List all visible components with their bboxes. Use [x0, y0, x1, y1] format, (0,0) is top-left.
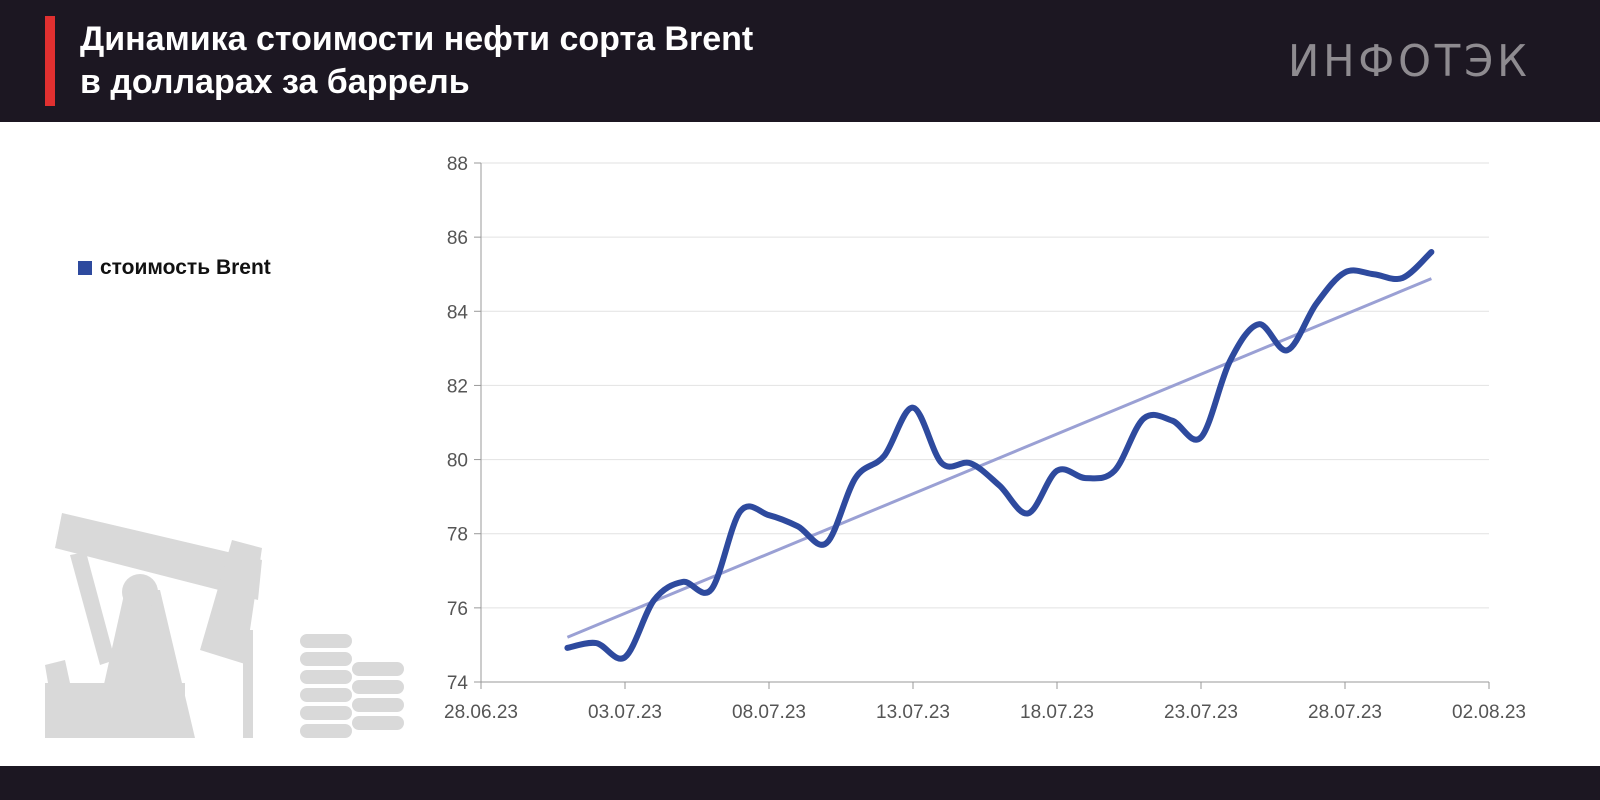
legend-label: стоимость Brent [100, 256, 271, 279]
y-tick-label: 76 [447, 599, 468, 620]
x-tick-label: 03.07.23 [588, 702, 662, 723]
x-tick-label: 28.06.23 [444, 702, 518, 723]
legend-swatch [78, 261, 92, 275]
header: Динамика стоимости нефти сорта Brent в д… [0, 0, 1600, 122]
x-tick-label: 23.07.23 [1164, 702, 1238, 723]
y-tick-label: 84 [447, 302, 469, 323]
x-tick-label: 08.07.23 [732, 702, 806, 723]
y-tick-label: 82 [447, 376, 468, 397]
y-tick-label: 78 [447, 525, 468, 546]
title-line-2: в долларах за баррель [80, 63, 470, 101]
x-tick-label: 13.07.23 [876, 702, 950, 723]
logo: ИНФОТЭК [1288, 36, 1531, 87]
x-tick-label: 28.07.23 [1308, 702, 1382, 723]
series-line-brent [564, 248, 1435, 662]
page-title: Динамика стоимости нефти сорта Brent в д… [80, 18, 753, 104]
y-tick-label: 88 [447, 154, 468, 175]
y-tick-label: 74 [447, 673, 469, 694]
trendline [566, 277, 1432, 639]
y-tick-label: 86 [447, 228, 468, 249]
y-tick-label: 80 [447, 451, 468, 472]
accent-bar [45, 16, 55, 106]
coins-icon [300, 634, 404, 738]
footer-bar [0, 766, 1600, 800]
oil-pump-illustration [45, 513, 404, 738]
chart-legend: стоимость Brent [78, 256, 271, 280]
title-line-1: Динамика стоимости нефти сорта Brent [80, 20, 754, 58]
x-tick-label: 02.08.23 [1452, 702, 1526, 723]
x-tick-label: 18.07.23 [1020, 702, 1094, 723]
